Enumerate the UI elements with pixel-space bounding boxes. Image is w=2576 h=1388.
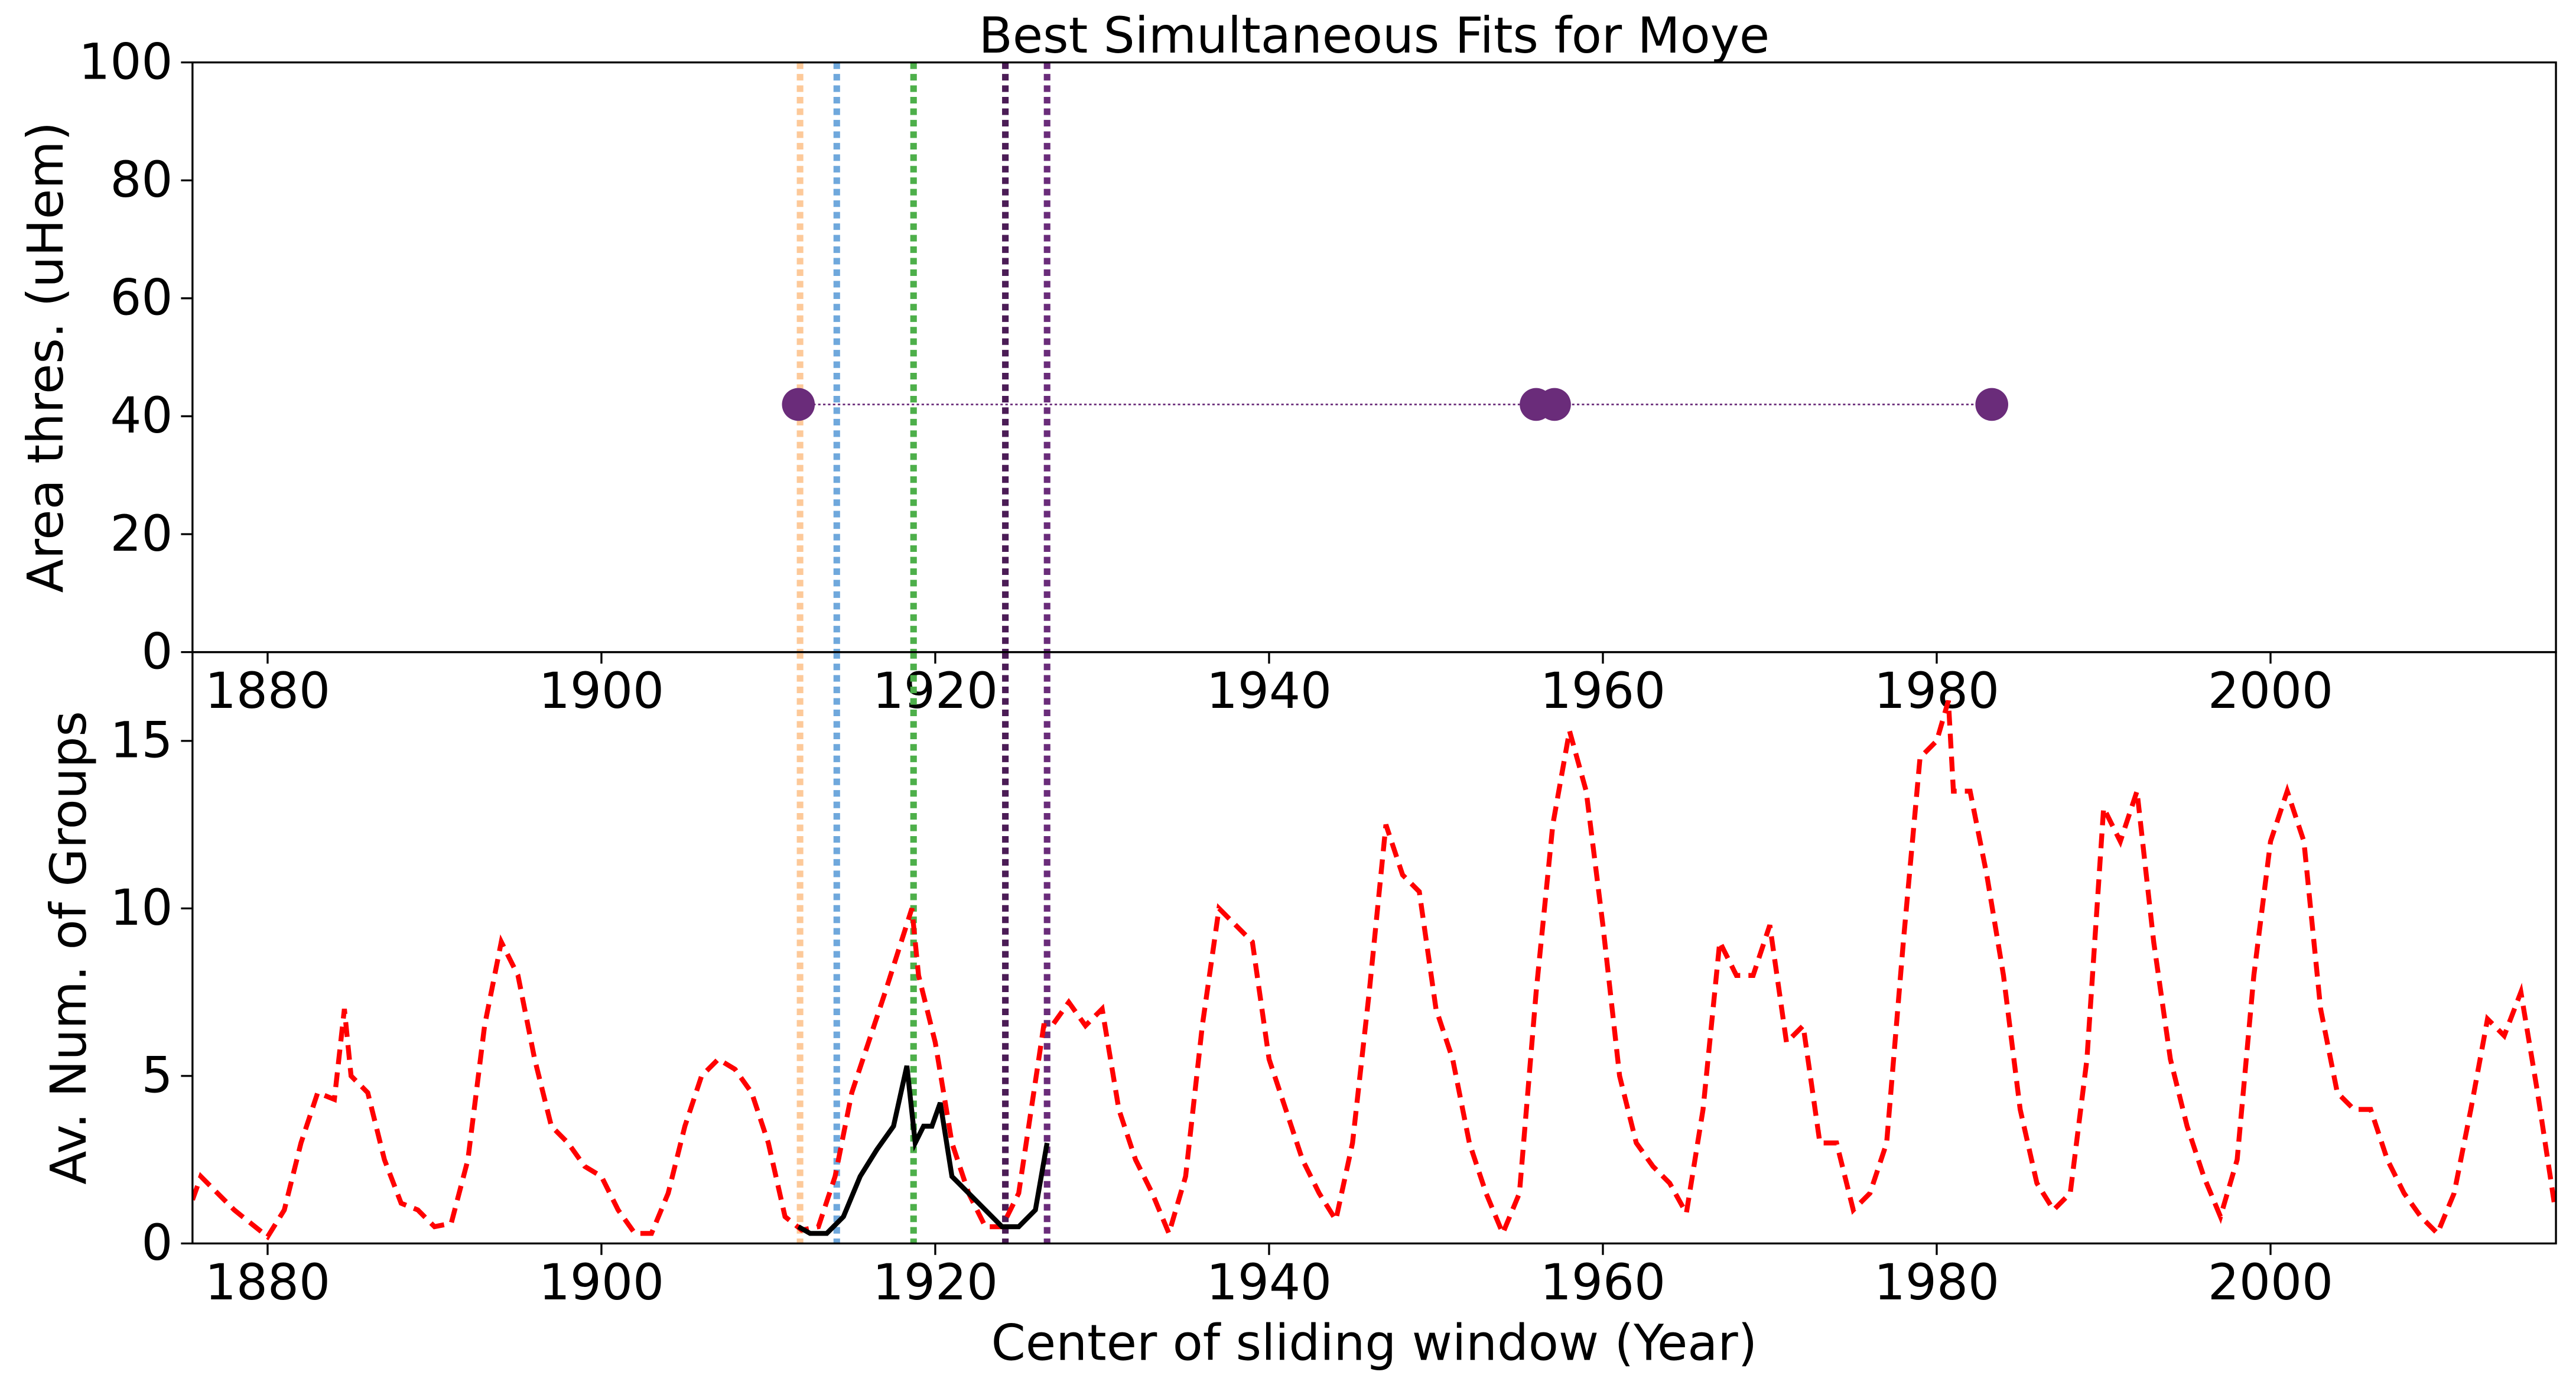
x-tick-label: 1920 xyxy=(873,662,998,720)
plot-area xyxy=(782,62,2009,652)
x-tick-label: 1880 xyxy=(205,1254,330,1311)
series-line xyxy=(192,700,2557,1241)
series-line xyxy=(797,1065,1050,1236)
y-tick-label: 100 xyxy=(79,33,173,90)
point xyxy=(1538,388,1571,421)
point xyxy=(1975,388,2009,421)
chart-title: Best Simultaneous Fits for Moye xyxy=(979,7,1770,64)
x-tick-label: 1980 xyxy=(1874,662,1999,720)
x-tick-label: 1900 xyxy=(539,662,664,720)
axes-frame xyxy=(191,61,2557,654)
x-tick-label: 1980 xyxy=(1874,1254,1999,1311)
plot-area xyxy=(192,652,2557,1244)
y-tick-label: 20 xyxy=(110,505,173,563)
x-tick-label: 1940 xyxy=(1206,662,1332,720)
y-tick-label: 0 xyxy=(141,623,173,680)
y-tick-label: 60 xyxy=(110,269,173,327)
y-axis-label: Area thres. (uHem) xyxy=(17,122,74,593)
x-tick-label: 2000 xyxy=(2208,1254,2333,1311)
y-axis-label: Av. Num. of Groups xyxy=(40,711,97,1185)
y-tick-label: 80 xyxy=(110,151,173,209)
y-tick-label: 5 xyxy=(141,1047,173,1104)
y-tick-label: 0 xyxy=(141,1214,173,1272)
x-tick-label: 1960 xyxy=(1540,662,1666,720)
x-tick-label: 2000 xyxy=(2208,662,2333,720)
y-tick-label: 40 xyxy=(110,387,173,444)
point xyxy=(782,388,815,421)
x-tick-label: 1900 xyxy=(539,1254,664,1311)
x-tick-label: 1960 xyxy=(1540,1254,1666,1311)
x-axis-label: Center of sliding window (Year) xyxy=(991,1315,1758,1372)
y-tick-label: 10 xyxy=(110,879,173,937)
x-tick-label: 1920 xyxy=(873,1254,998,1311)
y-tick-label: 15 xyxy=(110,712,173,769)
axes-frame xyxy=(191,651,2557,1245)
x-tick-label: 1940 xyxy=(1206,1254,1332,1311)
x-tick-label: 1880 xyxy=(205,662,330,720)
